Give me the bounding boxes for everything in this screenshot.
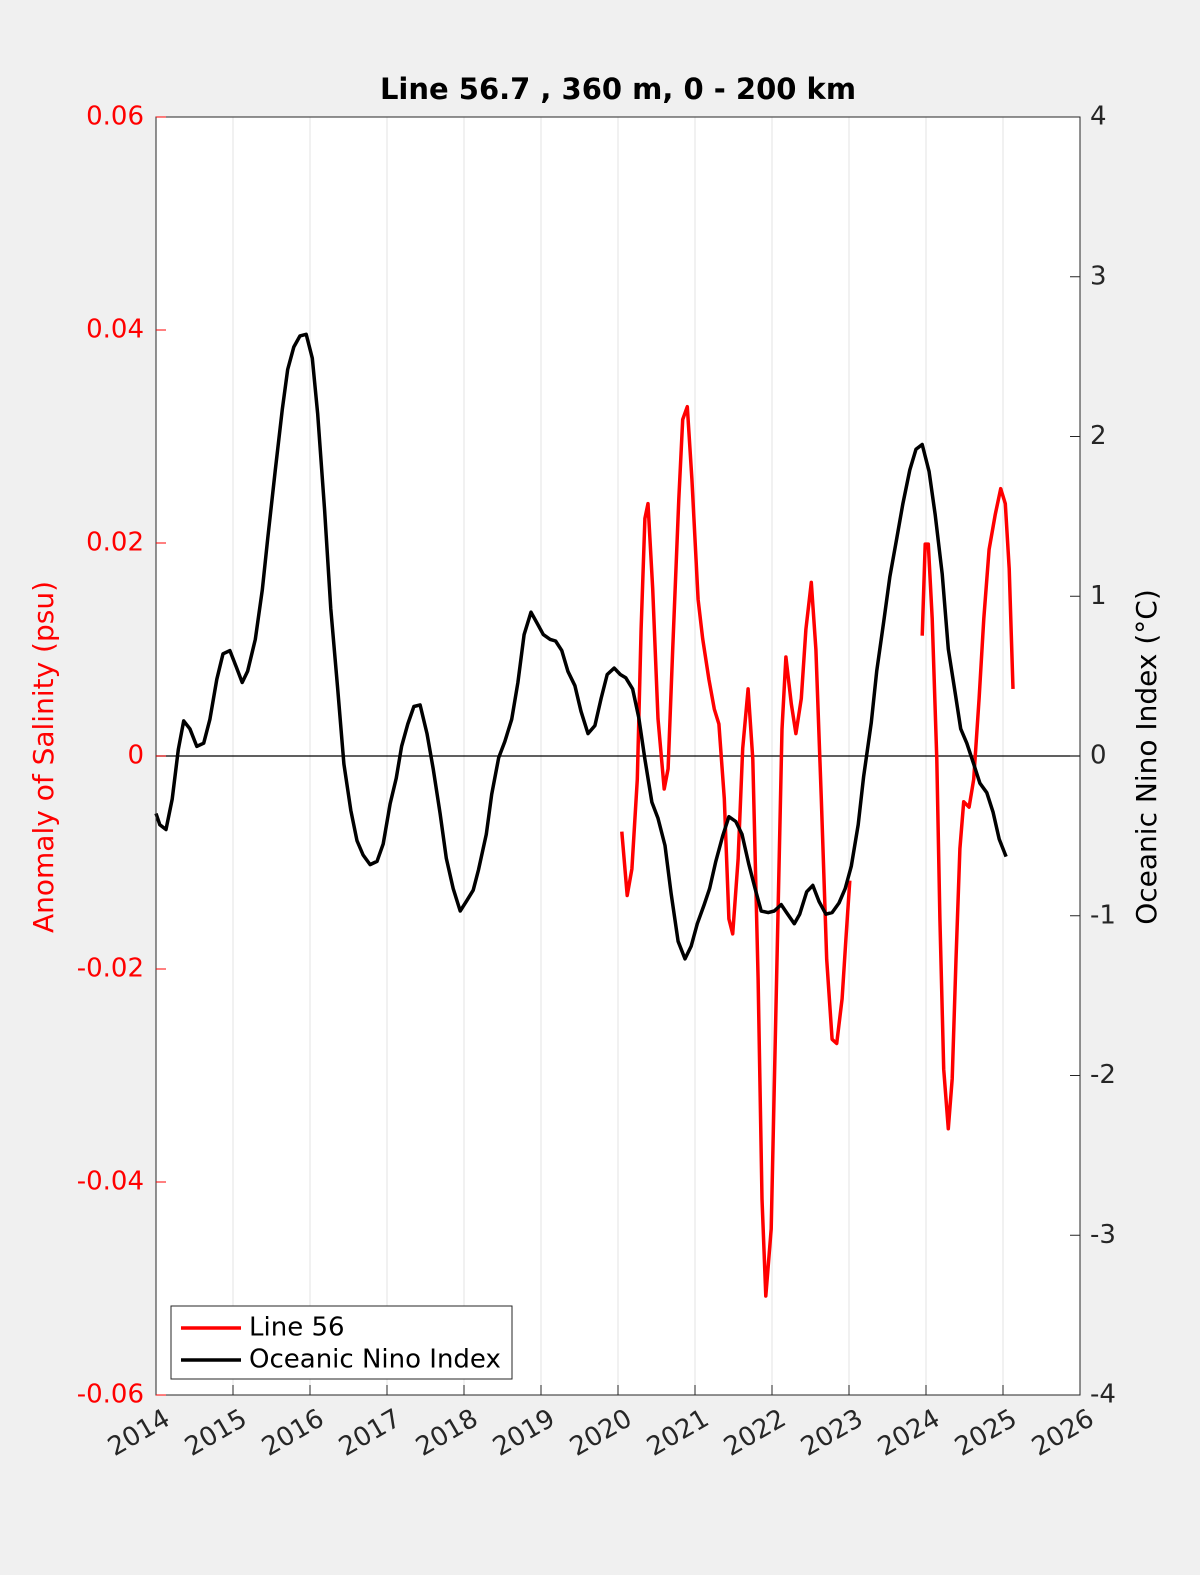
y-tick-label: -0.04: [77, 1167, 144, 1197]
legend-label: Line 56: [249, 1313, 345, 1343]
y2-tick-label: 3: [1090, 261, 1107, 291]
y2-tick-label: 0: [1090, 741, 1107, 771]
y2-tick-label: 1: [1090, 581, 1107, 611]
legend-box: [170, 1305, 513, 1380]
series-line: [154, 332, 1008, 961]
y-tick-label: 0: [127, 741, 144, 771]
chart-title: Line 56.7 , 360 m, 0 - 200 km: [380, 72, 856, 106]
y2-tick-label: -2: [1090, 1060, 1116, 1090]
y2-tick-label: 2: [1090, 421, 1107, 451]
y-axis-label: Anomaly of Salinity (psu): [27, 581, 60, 933]
y2-tick-label: 4: [1090, 102, 1107, 132]
y2-tick-label: -3: [1090, 1220, 1116, 1250]
y-tick-label: 0.06: [86, 102, 144, 132]
y-tick-label: -0.06: [77, 1380, 144, 1410]
y-tick-label: 0.02: [86, 528, 144, 558]
series-line: [620, 404, 1015, 1298]
y2-tick-label: -1: [1090, 900, 1116, 930]
y-tick-label: 0.04: [86, 315, 144, 345]
legend-label: Oceanic Nino Index: [249, 1345, 501, 1375]
y2-axis-label: Oceanic Nino Index (°C): [1130, 589, 1163, 925]
y-tick-label: -0.02: [77, 954, 144, 984]
y2-tick-label: -4: [1090, 1380, 1116, 1410]
